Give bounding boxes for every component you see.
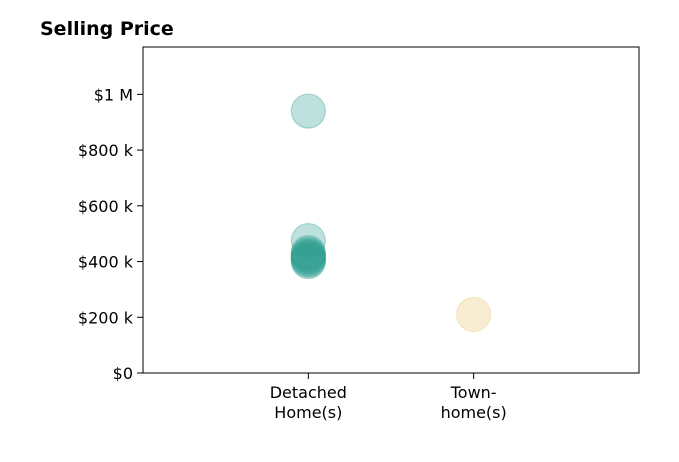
data-point: [290, 243, 326, 280]
y-tick-label: $200 k: [78, 308, 134, 327]
data-point: [290, 235, 326, 271]
x-tick-label: home(s): [441, 403, 507, 422]
x-tick-label: Home(s): [274, 403, 342, 422]
data-point: [290, 93, 326, 129]
data-point: [456, 296, 492, 333]
plot-frame: [142, 46, 640, 374]
data-point: [290, 241, 326, 277]
plot-area: [290, 93, 492, 333]
x-tick-label: Detached: [270, 383, 347, 402]
y-tick-label: $400 k: [78, 253, 134, 272]
y-tick-label: $0: [113, 364, 133, 383]
y-tick-label: $1 M: [94, 85, 133, 104]
chart-title: Selling Price: [40, 18, 174, 40]
data-point: [290, 238, 326, 274]
y-tick-label: $600 k: [78, 197, 134, 216]
data-point: [290, 242, 326, 278]
data-point: [290, 239, 326, 275]
data-point: [290, 223, 326, 259]
x-tick-label: Town-: [450, 383, 497, 402]
y-tick-label: $800 k: [78, 141, 134, 160]
data-point: [290, 236, 326, 273]
